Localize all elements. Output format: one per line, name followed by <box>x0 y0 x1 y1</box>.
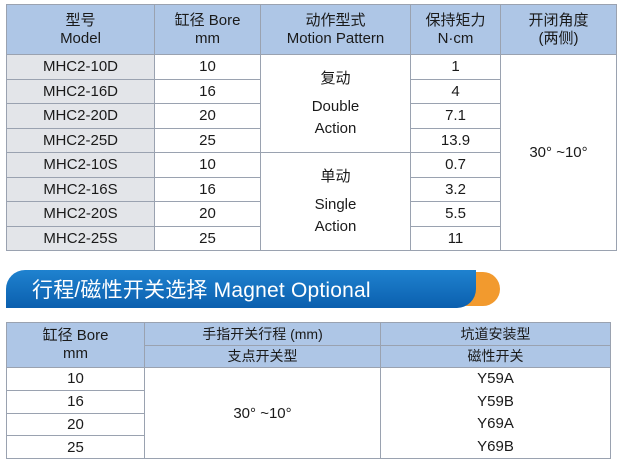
banner-title: 行程/磁性开关选择 Magnet Optional <box>6 270 476 308</box>
double-action-cell: 复动 Double Action <box>260 54 411 153</box>
single-action-cell: 单动 Single Action <box>260 152 411 251</box>
magnet-subheader-row: 支点开关型 磁性开关 <box>7 344 611 368</box>
bore-cell: 10 <box>154 152 261 178</box>
model-cell: MHC2-10D <box>6 54 155 80</box>
model-cell: MHC2-16S <box>6 176 155 202</box>
torque-cell: 7.1 <box>410 103 501 129</box>
bore-cell: 16 <box>154 78 261 104</box>
magnet-header-row: 缸径 Bore mm 手指开关行程 (mm) 坑道安装型 <box>6 322 611 368</box>
table-row: MHC2-20S 20 5.5 <box>6 201 617 227</box>
model-cell: MHC2-20D <box>6 103 155 129</box>
switch-models-cell: Y59A Y59B Y69A Y69B <box>380 367 611 459</box>
torque-cell: 1 <box>410 54 501 80</box>
bore-cell: 20 <box>154 103 261 129</box>
model-cell: MHC2-25D <box>6 127 155 153</box>
angle-cell: 30° ~10° <box>500 54 617 251</box>
switch-model: Y59B <box>477 392 514 410</box>
bore-cell: 25 <box>154 225 261 251</box>
table-row: MHC2-20D 20 7.1 <box>6 103 617 129</box>
bore-cell: 25 <box>154 127 261 153</box>
bore-cell: 25 <box>6 435 145 459</box>
table-row: 16 <box>6 389 611 414</box>
switch-model: Y69A <box>477 415 514 432</box>
header-holding-torque: 保持矩力 N·cm <box>410 4 501 55</box>
model-cell: MHC2-10S <box>6 152 155 178</box>
header-bore: 缸径 Bore mm <box>154 4 261 55</box>
model-cell: MHC2-16D <box>6 78 155 104</box>
magnet-optional-banner: 行程/磁性开关选择 Magnet Optional <box>6 270 500 308</box>
bore-cell: 20 <box>154 201 261 227</box>
header-bore: 缸径 Bore mm <box>6 322 145 368</box>
model-cell: MHC2-20S <box>6 201 155 227</box>
header-open-close-angle: 开闭角度 (两侧) <box>500 4 617 55</box>
bore-cell: 10 <box>154 54 261 80</box>
table-row: MHC2-10S 10 单动 Single Action 0.7 <box>6 152 617 251</box>
bore-cell: 16 <box>154 176 261 202</box>
bore-cell: 16 <box>6 389 145 414</box>
table-row: MHC2-16S 16 3.2 <box>6 176 617 202</box>
switch-model: Y69B <box>477 437 514 455</box>
torque-cell: 4 <box>410 78 501 104</box>
header-model: 型号 Model <box>6 4 155 55</box>
header-contact-type: 支点开关型 <box>144 344 381 368</box>
bore-cell: 10 <box>6 367 145 391</box>
header-motion-pattern: 动作型式 Motion Pattern <box>260 4 411 55</box>
torque-cell: 5.5 <box>410 201 501 227</box>
spec-table: 型号 Model 缸径 Bore mm 动作型式 Motion Pattern … <box>6 4 617 251</box>
table-row: 20 <box>6 412 611 437</box>
table-row: MHC2-25S 25 11 <box>6 225 617 251</box>
torque-cell: 3.2 <box>410 176 501 202</box>
model-cell: MHC2-25S <box>6 225 155 251</box>
header-magnetic-switch: 磁性开关 <box>380 344 611 368</box>
table-row: MHC2-16D 16 4 <box>6 78 617 104</box>
table-row: 25 <box>6 435 611 459</box>
table-row: 10 30° ~10° Y59A Y59B Y69A Y69B <box>6 367 611 459</box>
spec-header-row: 型号 Model 缸径 Bore mm 动作型式 Motion Pattern … <box>6 4 617 55</box>
table-row: MHC2-10D 10 复动 Double Action 1 30° ~10° <box>6 54 617 251</box>
magnet-table: 缸径 Bore mm 手指开关行程 (mm) 坑道安装型 支点开关型 磁性开关 … <box>6 322 611 459</box>
torque-cell: 0.7 <box>410 152 501 178</box>
switch-model: Y59A <box>477 370 514 387</box>
torque-cell: 11 <box>410 225 501 251</box>
bore-cell: 20 <box>6 412 145 437</box>
header-groove-mount: 坑道安装型 <box>380 322 611 346</box>
torque-cell: 13.9 <box>410 127 501 153</box>
stroke-angle-cell: 30° ~10° <box>144 367 381 459</box>
header-finger-stroke: 手指开关行程 (mm) <box>144 322 381 346</box>
